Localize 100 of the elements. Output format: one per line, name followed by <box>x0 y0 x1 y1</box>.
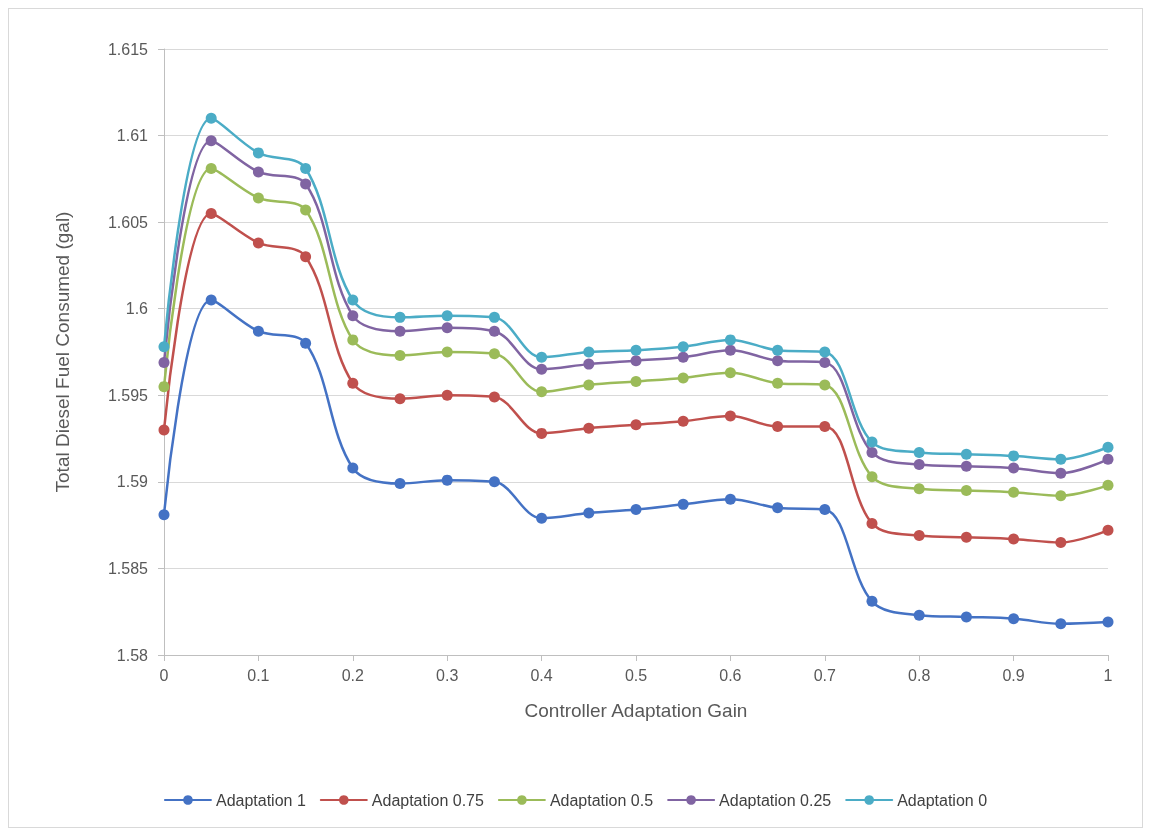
point <box>772 377 784 389</box>
point <box>252 325 264 337</box>
point <box>252 166 264 178</box>
point <box>441 346 453 358</box>
point <box>913 609 925 621</box>
point <box>583 507 595 519</box>
point <box>488 325 500 337</box>
point <box>866 595 878 607</box>
point <box>866 446 878 458</box>
point <box>488 311 500 323</box>
point <box>252 147 264 159</box>
point <box>205 112 217 124</box>
legend-label: Adaptation 0 <box>897 791 988 809</box>
point <box>677 372 689 384</box>
point <box>158 509 170 521</box>
x-tick-label: 0.2 <box>341 666 365 684</box>
point <box>1055 490 1067 502</box>
point <box>205 294 217 306</box>
x-tick-label: 0.7 <box>813 666 837 684</box>
point <box>630 375 642 387</box>
point <box>772 355 784 367</box>
legend-label: Adaptation 0.5 <box>549 791 654 809</box>
point <box>583 379 595 391</box>
point <box>158 341 170 353</box>
point <box>960 448 972 460</box>
point <box>252 192 264 204</box>
point <box>205 207 217 219</box>
point <box>913 530 925 542</box>
point <box>536 512 548 524</box>
point <box>394 349 406 361</box>
point <box>347 294 359 306</box>
point <box>913 483 925 495</box>
point <box>252 237 264 249</box>
y-tick-label: 1.59 <box>116 473 149 491</box>
point <box>347 310 359 322</box>
y-axis-title: Total Diesel Fuel Consumed (gal) <box>52 211 73 493</box>
point <box>1102 441 1114 453</box>
point <box>394 311 406 323</box>
point <box>1055 467 1067 479</box>
x-tick-label: 0.5 <box>624 666 648 684</box>
x-axis-title: Controller Adaptation Gain <box>524 700 748 721</box>
legend-label: Adaptation 1 <box>215 791 306 809</box>
point <box>583 422 595 434</box>
legend-label: Adaptation 0.25 <box>719 791 832 809</box>
y-tick-label: 1.585 <box>107 559 149 577</box>
point <box>819 420 831 432</box>
point <box>1055 618 1067 630</box>
point <box>1008 450 1020 462</box>
point <box>630 344 642 356</box>
point <box>158 356 170 368</box>
point <box>1102 616 1114 628</box>
point <box>913 446 925 458</box>
point <box>488 348 500 360</box>
y-tick-label: 1.61 <box>116 127 149 145</box>
point <box>819 379 831 391</box>
x-tick-label: 0.4 <box>530 666 553 684</box>
point <box>960 531 972 543</box>
point <box>1102 479 1114 491</box>
point <box>677 351 689 363</box>
point <box>536 363 548 375</box>
x-tick-label: 0.1 <box>247 666 270 684</box>
point <box>205 162 217 174</box>
point <box>347 377 359 389</box>
point <box>960 485 972 497</box>
point <box>772 344 784 356</box>
point <box>866 517 878 529</box>
point <box>724 344 736 356</box>
point <box>583 346 595 358</box>
point <box>677 415 689 427</box>
x-tick-label: 0.9 <box>1002 666 1025 684</box>
x-tick-label: 0.8 <box>908 666 931 684</box>
point <box>300 162 312 174</box>
point <box>300 204 312 216</box>
point <box>913 459 925 471</box>
point <box>205 135 217 147</box>
point <box>158 424 170 436</box>
point <box>583 358 595 370</box>
point <box>819 504 831 516</box>
point <box>866 436 878 448</box>
point <box>630 355 642 367</box>
point <box>724 334 736 346</box>
point <box>819 356 831 368</box>
point <box>441 322 453 334</box>
point <box>1008 533 1020 545</box>
point <box>677 341 689 353</box>
point <box>1055 536 1067 548</box>
point <box>677 498 689 510</box>
point <box>819 346 831 358</box>
point <box>536 351 548 363</box>
point <box>1055 453 1067 465</box>
point <box>1102 524 1114 536</box>
point <box>536 386 548 398</box>
point <box>724 367 736 379</box>
x-tick-label: 0.3 <box>436 666 459 684</box>
point <box>630 419 642 431</box>
point <box>866 471 878 483</box>
point <box>300 251 312 263</box>
point <box>772 420 784 432</box>
x-tick-label: 0 <box>159 666 169 684</box>
point <box>1008 462 1020 474</box>
